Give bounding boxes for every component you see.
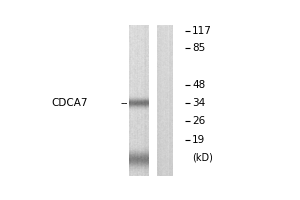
- Text: 117: 117: [192, 26, 212, 36]
- Text: --: --: [120, 98, 127, 108]
- Text: 26: 26: [192, 116, 206, 126]
- Text: 85: 85: [192, 43, 206, 53]
- Text: 34: 34: [192, 98, 206, 108]
- Text: (kD): (kD): [192, 152, 213, 162]
- Text: 48: 48: [192, 80, 206, 90]
- Text: 19: 19: [192, 135, 206, 145]
- Text: CDCA7: CDCA7: [52, 98, 88, 108]
